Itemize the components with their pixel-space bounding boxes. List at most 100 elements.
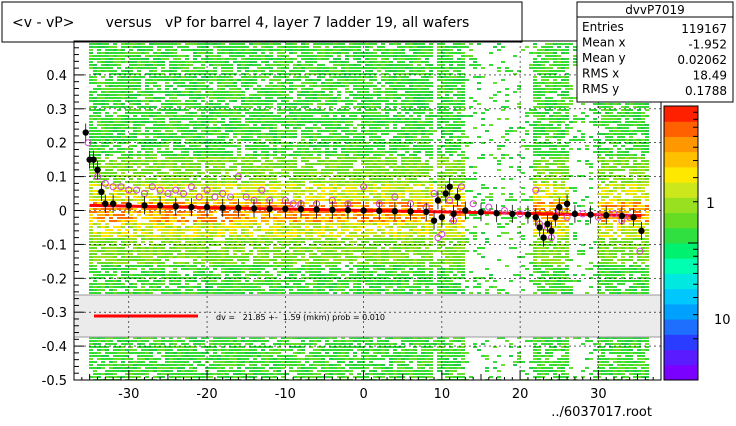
heatmap-cell [169, 241, 173, 243]
heatmap-cell [233, 49, 237, 51]
heatmap-cell [145, 355, 149, 357]
heatmap-cell [173, 160, 177, 162]
heatmap-cell [185, 73, 189, 75]
heatmap-cell [289, 85, 293, 87]
heatmap-cell [237, 157, 241, 159]
heatmap-cell [145, 145, 149, 147]
heatmap-cell [209, 187, 213, 189]
heatmap-cell [285, 238, 289, 240]
heatmap-cell [217, 244, 221, 246]
heatmap-cell [173, 52, 177, 54]
heatmap-cell [89, 109, 93, 111]
heatmap-cell [197, 355, 201, 357]
heatmap-cell [201, 124, 205, 126]
heatmap-cell [101, 133, 105, 135]
heatmap-cell [113, 136, 117, 138]
heatmap-cell [193, 241, 197, 243]
heatmap-cell [217, 169, 221, 171]
heatmap-cell [285, 166, 289, 168]
heatmap-cell [225, 250, 229, 252]
heatmap-cell [221, 145, 225, 147]
heatmap-cell [113, 124, 117, 126]
heatmap-cell [105, 253, 109, 255]
heatmap-cell [193, 88, 197, 90]
heatmap-cell [293, 274, 297, 276]
heatmap-cell [209, 367, 213, 369]
heatmap-cell [177, 85, 181, 87]
heatmap-cell [257, 154, 261, 156]
heatmap-cell [161, 355, 165, 357]
heatmap-cell [277, 106, 281, 108]
heatmap-cell [201, 43, 205, 45]
heatmap-cell [145, 46, 149, 48]
heatmap-cell [137, 340, 141, 342]
heatmap-cell [289, 112, 293, 114]
heatmap-cell [281, 70, 285, 72]
heatmap-cell [193, 154, 197, 156]
heatmap-cell [121, 187, 125, 189]
heatmap-cell [201, 220, 205, 222]
heatmap-cell [253, 166, 257, 168]
heatmap-cell [129, 85, 133, 87]
heatmap-cell [157, 166, 161, 168]
heatmap-cell [97, 223, 101, 225]
heatmap-cell [101, 145, 105, 147]
heatmap-cell [277, 160, 281, 162]
heatmap-cell [153, 133, 157, 135]
heatmap-cell [117, 208, 121, 210]
heatmap-cell [129, 49, 133, 51]
heatmap-cell [249, 346, 253, 348]
heatmap-cell [257, 340, 261, 342]
heatmap-cell [161, 340, 165, 342]
heatmap-cell [281, 46, 285, 48]
heatmap-cell [137, 256, 141, 258]
heatmap-cell [225, 217, 229, 219]
heatmap-cell [145, 64, 149, 66]
heatmap-cell [293, 130, 297, 132]
heatmap-cell [289, 121, 293, 123]
heatmap-cell [269, 106, 273, 108]
heatmap-cell [189, 265, 193, 267]
heatmap-cell [237, 247, 241, 249]
heatmap-cell [153, 130, 157, 132]
heatmap-cell [117, 184, 121, 186]
heatmap-cell [289, 52, 293, 54]
heatmap-cell [97, 121, 101, 123]
heatmap-cell [117, 52, 121, 54]
heatmap-cell [181, 187, 185, 189]
heatmap-cell [93, 250, 97, 252]
heatmap-cell [249, 166, 253, 168]
heatmap-cell [249, 268, 253, 270]
heatmap-cell [101, 277, 105, 279]
heatmap-cell [293, 193, 297, 195]
heatmap-cell [245, 220, 249, 222]
heatmap-cell [289, 358, 293, 360]
heatmap-cell [241, 364, 245, 366]
heatmap-cell [213, 79, 217, 81]
heatmap-cell [105, 232, 109, 234]
heatmap-cell [261, 274, 265, 276]
heatmap-cell [141, 217, 145, 219]
heatmap-cell [297, 352, 301, 354]
heatmap-cell [201, 268, 205, 270]
heatmap-cell [285, 205, 289, 207]
heatmap-cell [233, 250, 237, 252]
heatmap-cell [117, 118, 121, 120]
heatmap-cell [113, 196, 117, 198]
heatmap-cell [285, 283, 289, 285]
heatmap-cell [237, 145, 241, 147]
heatmap-cell [157, 235, 161, 237]
heatmap-cell [101, 238, 105, 240]
heatmap-cell [293, 268, 297, 270]
heatmap-cell [133, 172, 137, 174]
heatmap-cell [245, 130, 249, 132]
heatmap-cell [185, 175, 189, 177]
heatmap-cell [241, 115, 245, 117]
heatmap-cell [301, 274, 305, 276]
heatmap-cell [249, 82, 253, 84]
heatmap-cell [209, 232, 213, 234]
heatmap-cell [297, 337, 301, 339]
heatmap-cell [249, 343, 253, 345]
heatmap-cell [241, 61, 245, 63]
heatmap-cell [193, 376, 197, 378]
